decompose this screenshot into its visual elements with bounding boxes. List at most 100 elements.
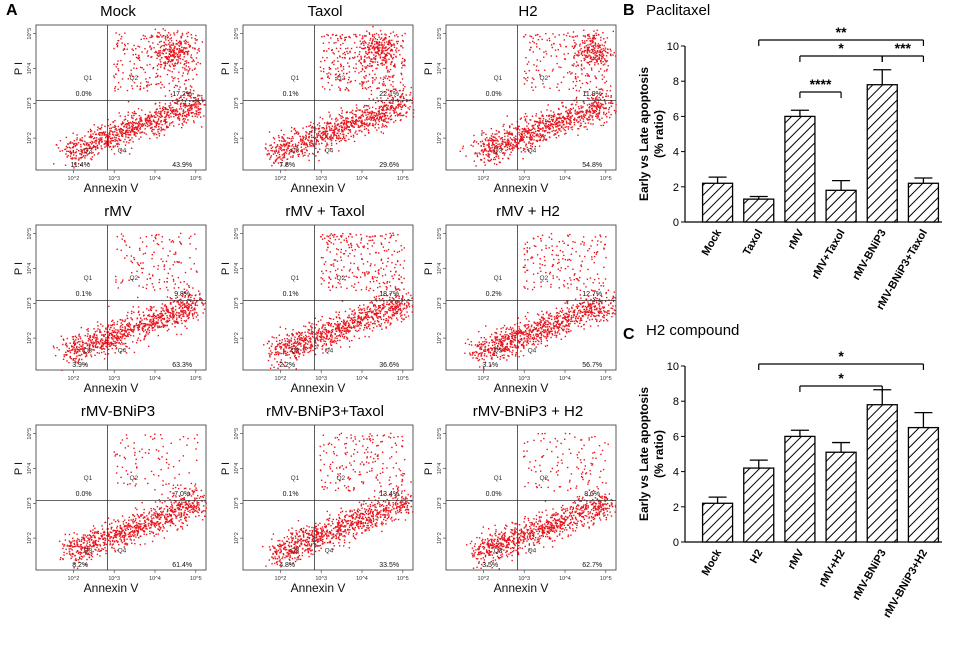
bar [907, 182, 940, 223]
quadrant-percent: 9.8% [174, 291, 190, 298]
quadrant-name: Q2 [337, 475, 346, 482]
x-tick-label: 10^4 [356, 176, 368, 182]
x-axis-label: Annexin V [291, 381, 346, 395]
bar-chart-svg: 0 2 4 6 8 10 Early vs Late apoptosis (% ratio) M… [637, 348, 942, 620]
category-label: H2 [748, 548, 765, 566]
quadrant-name: Q4 [528, 148, 537, 155]
y-tick-label: 10^2 [234, 132, 240, 144]
quadrant-percent: 36.6% [379, 362, 399, 369]
y-tick-label: 10^2 [27, 132, 33, 144]
y-axis-label: P I [423, 262, 435, 275]
quadrant-name: Q4 [325, 148, 334, 155]
y-tick-label: 10^5 [234, 28, 240, 40]
quadrant-name: Q2 [337, 75, 346, 82]
dot-cloud [52, 232, 207, 371]
quadrant-percent: 0.2% [486, 291, 502, 298]
quadrant-percent: 62.7% [582, 562, 602, 569]
y-tick-label: 10^2 [437, 132, 443, 144]
quadrant-name: Q1 [291, 75, 300, 82]
bar [701, 502, 734, 543]
bar [825, 451, 857, 543]
facs-plot-title: rMV-BNiP3 [80, 403, 156, 420]
y-tick-label: 10^4 [27, 463, 33, 475]
dot-cloud [264, 25, 415, 171]
significance-label: * [838, 370, 844, 386]
y-tick-label: 10^4 [27, 63, 33, 75]
x-tick-label: 10^5 [190, 576, 202, 582]
category-label: rMV [786, 227, 807, 252]
x-tick-label: 10^2 [478, 576, 490, 582]
y-tick-label: 6 [673, 111, 679, 123]
y-tick-label: 10^3 [437, 97, 443, 109]
x-tick-label: 10^3 [315, 176, 327, 182]
bar [784, 115, 816, 223]
facs-plot-title: rMV + Taxol [285, 203, 365, 220]
facs-plot-title: H2 [518, 3, 538, 20]
y-tick-label: 10^4 [437, 63, 443, 75]
y-tick-label: 10^5 [437, 428, 443, 440]
bar [866, 84, 898, 223]
x-tick-label: 10^5 [600, 576, 612, 582]
quadrant-name: Q1 [494, 475, 503, 482]
facs-plot-svg: Q1 Q2 Q3 Q4 0.1% 22.1% 7.8% 29.6% 10^2 10^3 10^4 10… [220, 24, 415, 195]
quadrant-percent: 0.1% [283, 491, 299, 498]
quadrant-percent: 11.9% [583, 91, 602, 98]
dot-cloud [53, 28, 206, 169]
x-tick-label: 10^3 [108, 576, 120, 582]
panel-label-c: C [623, 326, 635, 343]
y-tick-label: 10^2 [437, 332, 443, 344]
x-tick-label: 10^5 [600, 176, 612, 182]
y-axis-label: P I [220, 462, 232, 475]
y-tick-label: 10^5 [234, 428, 240, 440]
significance-label: ** [836, 24, 847, 40]
y-tick-label: 10^3 [234, 497, 240, 509]
facs-plot: rMV-BNiP3+Taxol Q1 Q2 Q3 Q4 0.1% 13.4% 4.8% 33.5… [215, 403, 425, 613]
x-tick-label: 10^2 [68, 576, 80, 582]
x-tick-label: 10^2 [275, 176, 287, 182]
facs-plot-svg: Q1 Q2 Q3 Q4 0.1% 13.4% 4.8% 33.5% 10^2 10^3 10^4 10… [220, 424, 414, 595]
quadrant-percent: 0.0% [486, 91, 502, 98]
y-tick-label: 10^5 [234, 228, 240, 240]
facs-plot: rMV Q1 Q2 Q3 Q4 0.1% 9.8% 3.9% 63.3% 10^2 10^3 10^4… [8, 203, 218, 413]
quadrant-name: Q3 [84, 548, 93, 555]
quadrant-percent: 0.1% [76, 291, 92, 298]
dot-cloud [466, 432, 617, 570]
y-tick-label: 8 [673, 76, 679, 88]
quadrant-name: Q3 [84, 348, 93, 355]
x-tick-label: 10^2 [478, 176, 490, 182]
quadrant-name: Q1 [494, 75, 503, 82]
x-tick-label: 10^4 [559, 376, 571, 382]
y-tick-label: 8 [673, 396, 679, 408]
y-tick-label: 10^5 [27, 228, 33, 240]
y-tick-label: 10^4 [234, 263, 240, 275]
quadrant-name: Q3 [291, 348, 300, 355]
quadrant-percent: 12.7% [582, 291, 602, 298]
chart-c: 0 2 4 6 8 10 Early vs Late apoptosis (% ratio) M… [630, 340, 950, 646]
x-tick-label: 10^2 [68, 176, 80, 182]
quadrant-percent: 8.2% [72, 562, 88, 569]
quadrant-percent: 0.0% [76, 91, 92, 98]
quadrant-percent: 0.1% [283, 291, 299, 298]
quadrant-percent: 56.7% [582, 362, 602, 369]
quadrant-name: Q2 [337, 275, 346, 282]
quadrant-name: Q3 [494, 148, 503, 155]
facs-plot-title: rMV-BNiP3+Taxol [266, 403, 384, 420]
quadrant-percent: 22.1% [379, 91, 399, 98]
category-label: rMV [786, 547, 807, 572]
chart-b: 0 2 4 6 8 10 Early vs Late apoptosis (% ratio) M… [630, 20, 950, 320]
x-tick-label: 10^5 [600, 376, 612, 382]
quadrant-percent: 3.5% [482, 562, 498, 569]
x-tick-label: 10^2 [275, 376, 287, 382]
quadrant-name: Q1 [291, 475, 300, 482]
dot-cloud [263, 232, 414, 370]
chart-c-title: H2 compound [646, 322, 740, 339]
x-tick-label: 10^2 [478, 376, 490, 382]
y-tick-label: 10^5 [27, 28, 33, 40]
y-tick-label: 10^4 [437, 463, 443, 475]
x-tick-label: 10^3 [315, 576, 327, 582]
y-axis-label-units: (% ratio) [652, 110, 666, 158]
facs-plot-title: rMV [104, 203, 132, 220]
facs-plot: Taxol Q1 Q2 Q3 Q4 0.1% 22.1% 7.8% 29.6% 10^2 10^3 1… [215, 3, 425, 213]
dot-cloud [58, 433, 207, 570]
quadrant-name: Q4 [118, 348, 127, 355]
